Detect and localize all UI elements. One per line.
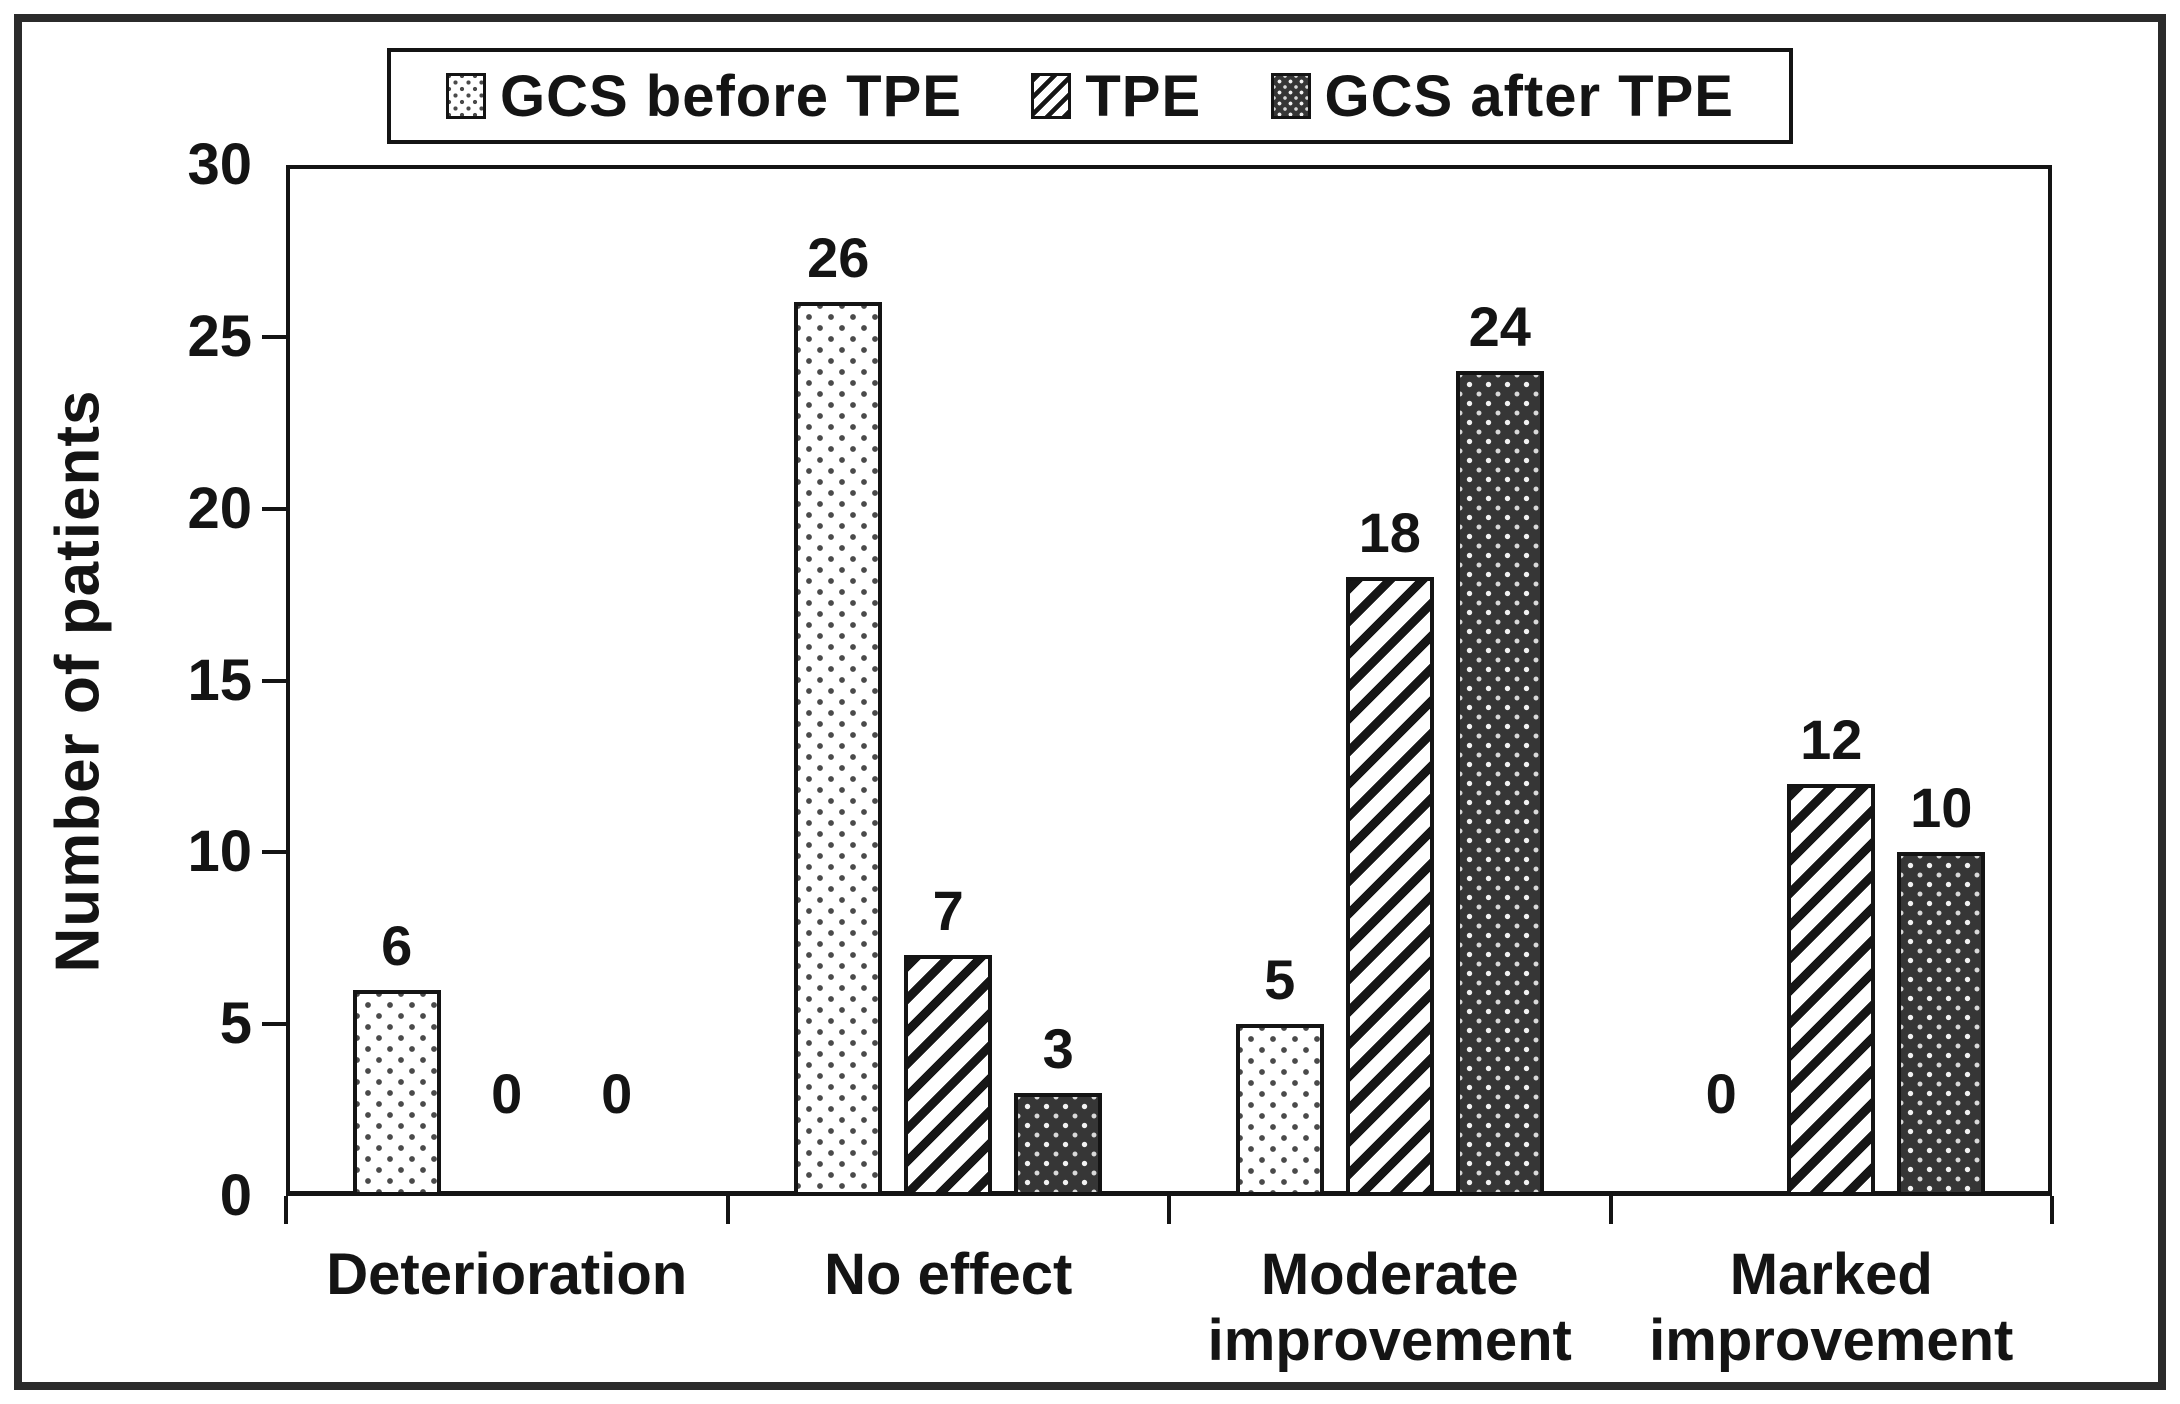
bar-value-label: 6 — [381, 913, 413, 977]
bar-value-label: 10 — [1910, 776, 1973, 840]
bar-value-label: 7 — [932, 879, 964, 943]
y-tick-label-0: 0 — [219, 1163, 252, 1228]
y-tick-mark-20 — [262, 506, 286, 511]
bar-value-label: 24 — [1468, 295, 1531, 359]
plot-area — [286, 165, 2052, 1196]
bar-value-label: 0 — [601, 1062, 633, 1125]
y-tick-label-15: 15 — [187, 647, 252, 713]
bar-gcs-after-tpe-3 — [1897, 852, 1986, 1196]
legend-label: GCS after TPE — [1324, 63, 1734, 129]
y-tick-label-10: 10 — [187, 819, 252, 885]
x-tick-mark-4 — [2050, 1196, 2054, 1224]
legend-item-gcs-before-tpe: GCS before TPE — [446, 63, 962, 130]
bar-gcs-after-tpe-2 — [1455, 371, 1544, 1196]
category-label-2: Moderate improvement — [1207, 1242, 1572, 1373]
bar-tpe-2 — [1345, 577, 1434, 1196]
bar-value-label: 3 — [1042, 1016, 1074, 1080]
category-label-0: Deterioration — [326, 1242, 688, 1307]
bar-gcs-before-tpe-1 — [794, 302, 883, 1196]
dots-light-swatch-icon — [446, 73, 486, 119]
bar-gcs-before-tpe-2 — [1235, 1024, 1324, 1196]
category-label-1: No effect — [824, 1242, 1073, 1307]
y-tick-label-25: 25 — [187, 303, 252, 369]
bar-value-label: 5 — [1264, 948, 1296, 1012]
y-tick-label-30: 30 — [187, 132, 252, 197]
y-tick-mark-15 — [262, 678, 286, 683]
bar-tpe-3 — [1787, 783, 1876, 1196]
bar-value-label: 26 — [807, 226, 870, 290]
bar-value-label: 0 — [491, 1062, 523, 1125]
legend-label: TPE — [1085, 63, 1202, 129]
y-tick-label-5: 5 — [219, 991, 252, 1057]
bar-tpe-1 — [904, 955, 993, 1196]
y-tick-label-20: 20 — [187, 475, 252, 541]
x-tick-mark-3 — [1608, 1196, 1613, 1224]
bar-gcs-before-tpe-0 — [352, 989, 441, 1196]
bar-value-label: 18 — [1358, 501, 1421, 565]
y-tick-mark-10 — [262, 850, 286, 855]
y-tick-mark-5 — [262, 1022, 286, 1027]
x-tick-mark-1 — [725, 1196, 730, 1224]
legend-item-gcs-after-tpe: GCS after TPE — [1270, 63, 1734, 130]
x-tick-mark-2 — [1167, 1196, 1171, 1224]
bar-gcs-after-tpe-1 — [1014, 1092, 1103, 1196]
diagonal-hatch-swatch-icon — [1031, 73, 1072, 119]
category-label-3: Marked improvement — [1649, 1242, 2014, 1373]
bar-value-label: 0 — [1705, 1062, 1737, 1125]
dots-dark-swatch-icon — [1270, 73, 1311, 119]
legend: GCS before TPE TPE GCS after TPE — [387, 48, 1793, 144]
legend-item-tpe: TPE — [1031, 63, 1201, 130]
bar-value-label: 12 — [1800, 707, 1863, 771]
y-tick-mark-25 — [262, 334, 286, 339]
legend-label: GCS before TPE — [500, 63, 962, 129]
figure-border — [14, 14, 2166, 1390]
x-tick-mark-0 — [284, 1196, 288, 1224]
